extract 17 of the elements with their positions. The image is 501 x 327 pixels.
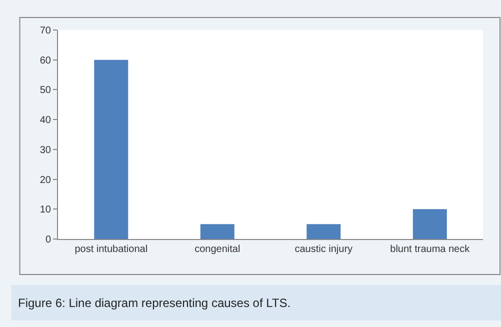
y-tick-label: 0	[45, 234, 52, 246]
x-tick-label: congenital	[194, 244, 240, 255]
x-tick-label: blunt trauma neck	[390, 244, 471, 255]
bar	[200, 224, 234, 239]
y-tick-label: 40	[40, 115, 52, 126]
bar	[94, 60, 128, 239]
bar	[412, 209, 447, 239]
x-tick-label: post intubational	[74, 244, 148, 255]
y-tick-label: 70	[40, 26, 52, 36]
bar	[306, 224, 341, 239]
y-tick-label: 60	[40, 55, 52, 66]
y-tick-label: 30	[40, 144, 52, 156]
y-tick-label: 50	[40, 85, 52, 96]
caption: Figure 6: Line diagram representing causes of LTS.	[18, 296, 291, 310]
y-tick-label: 10	[40, 204, 52, 216]
y-tick-label: 20	[40, 174, 52, 186]
x-tick-label: caustic injury	[294, 244, 353, 255]
